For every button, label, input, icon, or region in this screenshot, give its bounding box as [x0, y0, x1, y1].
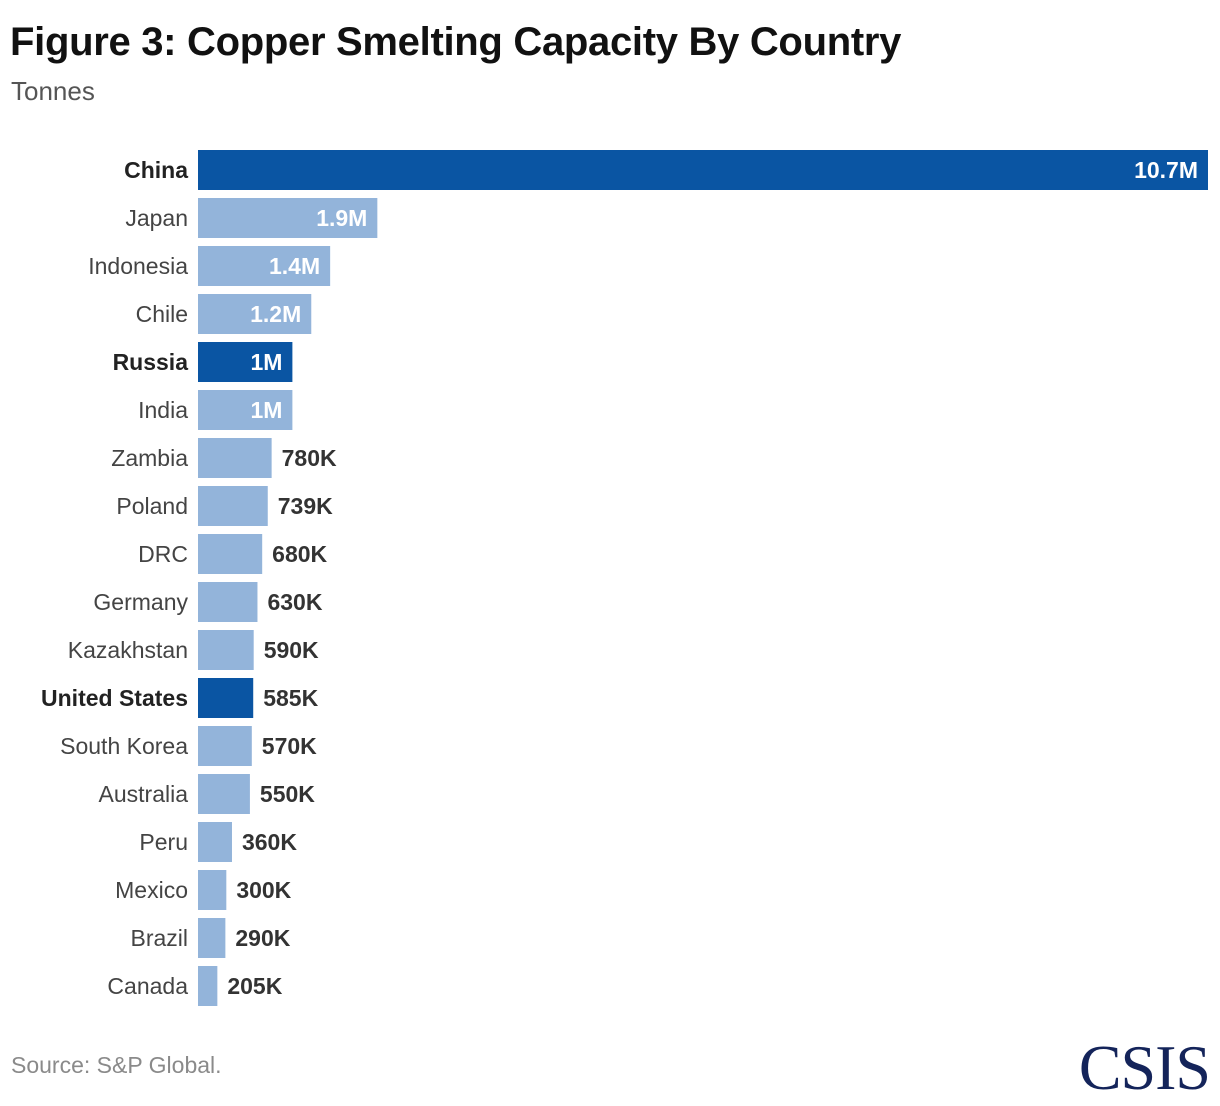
category-label-kazakhstan: Kazakhstan: [68, 637, 188, 663]
bar-japan: [198, 198, 378, 238]
csis-logo: CSIS: [1078, 1032, 1211, 1103]
bar-peru: [198, 822, 232, 862]
bar-chile: [198, 294, 312, 334]
category-label-canada: Canada: [107, 973, 188, 999]
bar-united-states: [198, 678, 254, 718]
value-label-united-states: 585K: [263, 685, 318, 711]
category-label-japan: Japan: [125, 205, 188, 231]
bar-kazakhstan: [198, 630, 254, 670]
value-label-russia: 1M: [250, 349, 282, 375]
category-label-drc: DRC: [138, 541, 188, 567]
bar-russia: [198, 342, 293, 382]
category-label-zambia: Zambia: [111, 445, 188, 471]
category-label-chile: Chile: [136, 301, 188, 327]
bar-chart: China 10.7M Japan 1.9M Indonesia 1.4M Chile 1.2…: [41, 150, 1208, 1006]
bar-australia: [198, 774, 250, 814]
bar-brazil: [198, 918, 226, 958]
bar-germany: [198, 582, 258, 622]
value-label-zambia: 780K: [282, 445, 337, 471]
bar-zambia: [198, 438, 272, 478]
value-label-mexico: 300K: [236, 877, 291, 903]
bar-china: [198, 150, 1208, 190]
chart-subtitle: Tonnes: [11, 76, 95, 106]
category-label-brazil: Brazil: [130, 925, 188, 951]
value-label-kazakhstan: 590K: [264, 637, 319, 663]
value-label-canada: 205K: [227, 973, 282, 999]
bar-india: [198, 390, 293, 430]
value-label-south-korea: 570K: [262, 733, 317, 759]
value-label-brazil: 290K: [235, 925, 290, 951]
category-label-australia: Australia: [99, 781, 189, 807]
bar-drc: [198, 534, 263, 574]
value-label-japan: 1.9M: [316, 205, 367, 231]
category-label-poland: Poland: [116, 493, 188, 519]
bar-south-korea: [198, 726, 252, 766]
category-label-united-states: United States: [41, 685, 188, 711]
category-label-peru: Peru: [139, 829, 188, 855]
value-label-poland: 739K: [278, 493, 333, 519]
value-label-germany: 630K: [267, 589, 322, 615]
bar-poland: [198, 486, 268, 526]
category-label-south-korea: South Korea: [60, 733, 188, 759]
category-label-germany: Germany: [93, 589, 188, 615]
category-label-russia: Russia: [113, 349, 189, 375]
value-label-peru: 360K: [242, 829, 297, 855]
chart-title: Figure 3: Copper Smelting Capacity By Co…: [10, 20, 902, 64]
bar-indonesia: [198, 246, 331, 286]
value-label-india: 1M: [250, 397, 282, 423]
category-label-mexico: Mexico: [115, 877, 188, 903]
bar-mexico: [198, 870, 227, 910]
value-label-indonesia: 1.4M: [269, 253, 320, 279]
category-label-indonesia: Indonesia: [88, 253, 188, 279]
category-label-india: India: [138, 397, 188, 423]
bar-canada: [198, 966, 218, 1006]
source-note: Source: S&P Global.: [11, 1052, 222, 1078]
value-label-chile: 1.2M: [250, 301, 301, 327]
category-label-china: China: [124, 157, 188, 183]
value-label-china: 10.7M: [1134, 157, 1198, 183]
value-label-australia: 550K: [260, 781, 315, 807]
value-label-drc: 680K: [272, 541, 327, 567]
